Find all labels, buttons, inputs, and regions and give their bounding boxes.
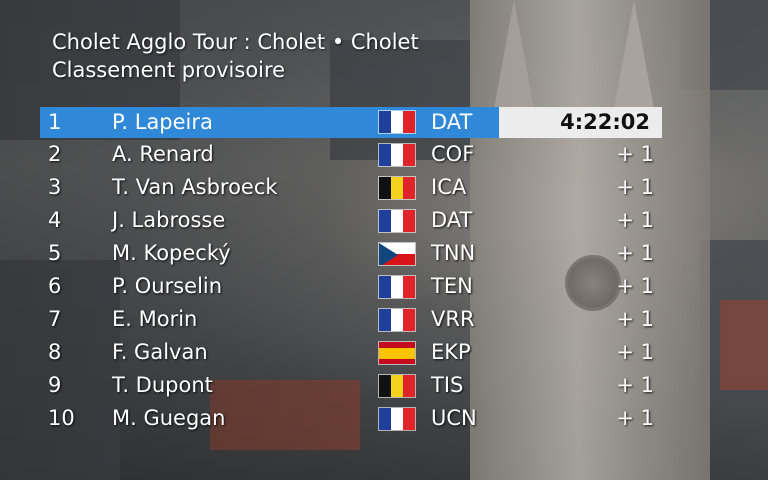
time-gap: + 1 [616, 241, 654, 265]
leader-row: 1 P. Lapeira DAT 4:22:02 [40, 107, 662, 138]
rider-name: M. Guegan [112, 406, 226, 430]
france-flag-icon [378, 308, 416, 332]
rider-name: M. Kopecký [112, 241, 231, 265]
france-flag-icon [378, 275, 416, 299]
standings-row: 9 T. Dupont TIS + 1 [40, 369, 662, 402]
standings-row: 2 A. Renard COF + 1 [40, 138, 662, 171]
time-gap: + 1 [616, 175, 654, 199]
rider-name: T. Dupont [112, 373, 213, 397]
standings-row: 5 M. Kopecký TNN + 1 [40, 237, 662, 270]
team-code: UCN [431, 406, 477, 430]
team-code: VRR [431, 307, 475, 331]
standings-row: 7 E. Morin VRR + 1 [40, 303, 662, 336]
team-code: EKP [431, 340, 471, 364]
standings-subtitle: Classement provisoire [52, 58, 286, 82]
standings-row: 10 M. Guegan UCN + 1 [40, 402, 662, 435]
team-code: DAT [431, 208, 473, 232]
rank-number: 3 [48, 175, 62, 199]
rank-number: 6 [48, 274, 62, 298]
france-flag-icon [378, 407, 416, 431]
belgium-flag-icon [378, 374, 416, 398]
belgium-flag-icon [378, 176, 416, 200]
team-code: ICA [431, 175, 467, 199]
rank-number: 9 [48, 373, 62, 397]
rank-number: 8 [48, 340, 62, 364]
time-gap: + 1 [616, 307, 654, 331]
standings-row: 3 T. Van Asbroeck ICA + 1 [40, 171, 662, 204]
team-code: TIS [431, 373, 464, 397]
rider-name: E. Morin [112, 307, 198, 331]
france-flag-icon [378, 143, 416, 167]
france-flag-icon [378, 110, 416, 134]
rider-name: P. Ourselin [112, 274, 223, 298]
team-code: DAT [431, 110, 473, 134]
leader-time: 4:22:02 [499, 107, 662, 138]
rider-name: J. Labrosse [112, 208, 226, 232]
time-gap: + 1 [616, 373, 654, 397]
rider-name: A. Renard [112, 142, 214, 166]
rider-name: F. Galvan [112, 340, 208, 364]
france-flag-icon [378, 209, 416, 233]
team-code: COF [431, 142, 475, 166]
rider-name: P. Lapeira [112, 110, 213, 134]
time-gap: + 1 [616, 142, 654, 166]
czech-flag-icon [378, 242, 416, 266]
standings-row: 8 F. Galvan EKP + 1 [40, 336, 662, 369]
spain-flag-icon [378, 341, 416, 365]
team-code: TNN [431, 241, 476, 265]
standings-table: 1 P. Lapeira DAT 4:22:02 2 A. Renard COF + 1 3 T.… [40, 107, 662, 435]
standings-row: 6 P. Ourselin TEN + 1 [40, 270, 662, 303]
rank-number: 2 [48, 142, 62, 166]
time-gap: + 1 [616, 340, 654, 364]
team-code: TEN [431, 274, 473, 298]
standings-row: 4 J. Labrosse DAT + 1 [40, 204, 662, 237]
rank-number: 4 [48, 208, 62, 232]
rank-number: 1 [48, 110, 62, 134]
time-gap: + 1 [616, 274, 654, 298]
rank-number: 10 [48, 406, 75, 430]
race-title: Cholet Agglo Tour : Cholet • Cholet [52, 30, 419, 54]
rank-number: 7 [48, 307, 62, 331]
time-gap: + 1 [616, 406, 654, 430]
rank-number: 5 [48, 241, 62, 265]
time-gap: + 1 [616, 208, 654, 232]
rider-name: T. Van Asbroeck [112, 175, 278, 199]
header: Cholet Agglo Tour : Cholet • Cholet Clas… [52, 28, 419, 84]
